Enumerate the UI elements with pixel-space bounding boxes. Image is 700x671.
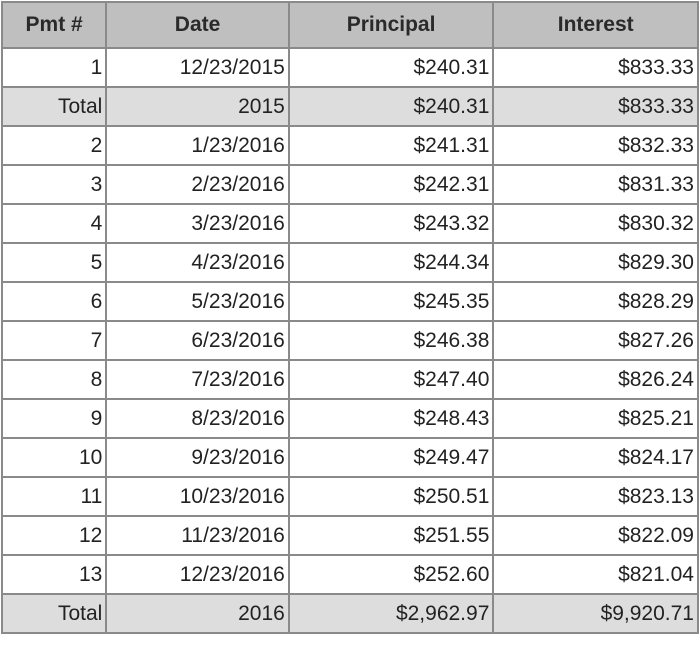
table-row: 12 11/23/2016 $251.55 $822.09 (0, 515, 699, 556)
cell-principal: $242.31 (287, 164, 495, 205)
amortization-table: Pmt # Date Principal Interest 1 12/23/20… (0, 1, 699, 634)
cell-pmt-number: 9 (0, 398, 108, 439)
cell-interest: $830.32 (492, 203, 699, 244)
table-row: 13 12/23/2016 $252.60 $821.04 (0, 554, 699, 595)
cell-date: 11/23/2016 (105, 515, 290, 556)
cell-date: 5/23/2016 (105, 281, 290, 322)
cell-principal: $240.31 (287, 47, 495, 88)
cell-pmt-number: 8 (0, 359, 108, 400)
cell-date: 4/23/2016 (105, 242, 290, 283)
cell-pmt-number: 7 (0, 320, 108, 361)
header-pmt-number: Pmt # (0, 1, 108, 49)
cell-date: 7/23/2016 (105, 359, 290, 400)
cell-date: 8/23/2016 (105, 398, 290, 439)
cell-date: 12/23/2016 (105, 554, 290, 595)
cell-interest: $833.33 (492, 47, 699, 88)
cell-interest: $833.33 (492, 86, 699, 127)
cell-principal: $247.40 (287, 359, 495, 400)
cell-interest: $822.09 (492, 515, 699, 556)
header-principal: Principal (287, 1, 495, 49)
table-header: Pmt # Date Principal Interest (0, 1, 699, 49)
cell-principal: $251.55 (287, 515, 495, 556)
cell-pmt-number: 6 (0, 281, 108, 322)
cell-date: 9/23/2016 (105, 437, 290, 478)
table-row: 3 2/23/2016 $242.31 $831.33 (0, 164, 699, 205)
table-row: 11 10/23/2016 $250.51 $823.13 (0, 476, 699, 517)
cell-interest: $832.33 (492, 125, 699, 166)
table-row: 5 4/23/2016 $244.34 $829.30 (0, 242, 699, 283)
table-row: 9 8/23/2016 $248.43 $825.21 (0, 398, 699, 439)
cell-interest: $828.29 (492, 281, 699, 322)
cell-pmt-number: 5 (0, 242, 108, 283)
table-row: 4 3/23/2016 $243.32 $830.32 (0, 203, 699, 244)
table-row: 6 5/23/2016 $245.35 $828.29 (0, 281, 699, 322)
cell-date: 1/23/2016 (105, 125, 290, 166)
cell-interest: $825.21 (492, 398, 699, 439)
cell-principal: $243.32 (287, 203, 495, 244)
cell-principal: $252.60 (287, 554, 495, 595)
cell-pmt-number: 3 (0, 164, 108, 205)
cell-date: 3/23/2016 (105, 203, 290, 244)
cell-pmt-number: 10 (0, 437, 108, 478)
header-date: Date (105, 1, 290, 49)
cell-pmt-number: 4 (0, 203, 108, 244)
cell-interest: $826.24 (492, 359, 699, 400)
cell-pmt-number: 2 (0, 125, 108, 166)
cell-interest: $827.26 (492, 320, 699, 361)
cell-date: 2015 (105, 86, 290, 127)
cell-principal: $241.31 (287, 125, 495, 166)
cell-interest: $9,920.71 (492, 593, 699, 634)
header-row: Pmt # Date Principal Interest (0, 1, 699, 49)
table-body: 1 12/23/2015 $240.31 $833.33 Total 2015 … (0, 47, 699, 634)
table-row: 1 12/23/2015 $240.31 $833.33 (0, 47, 699, 88)
cell-principal: $245.35 (287, 281, 495, 322)
cell-interest: $824.17 (492, 437, 699, 478)
cell-date: 12/23/2015 (105, 47, 290, 88)
cell-principal: $249.47 (287, 437, 495, 478)
cell-date: 2016 (105, 593, 290, 634)
cell-principal: $240.31 (287, 86, 495, 127)
total-row: Total 2016 $2,962.97 $9,920.71 (0, 593, 699, 634)
cell-principal: $248.43 (287, 398, 495, 439)
total-row: Total 2015 $240.31 $833.33 (0, 86, 699, 127)
cell-date: 10/23/2016 (105, 476, 290, 517)
cell-principal: $2,962.97 (287, 593, 495, 634)
cell-interest: $823.13 (492, 476, 699, 517)
cell-interest: $829.30 (492, 242, 699, 283)
cell-pmt-number: Total (0, 86, 108, 127)
cell-date: 2/23/2016 (105, 164, 290, 205)
cell-pmt-number: 13 (0, 554, 108, 595)
table-row: 10 9/23/2016 $249.47 $824.17 (0, 437, 699, 478)
cell-principal: $244.34 (287, 242, 495, 283)
cell-interest: $821.04 (492, 554, 699, 595)
table-row: 7 6/23/2016 $246.38 $827.26 (0, 320, 699, 361)
table-row: 2 1/23/2016 $241.31 $832.33 (0, 125, 699, 166)
cell-pmt-number: 11 (0, 476, 108, 517)
header-interest: Interest (492, 1, 699, 49)
cell-pmt-number: Total (0, 593, 108, 634)
cell-pmt-number: 12 (0, 515, 108, 556)
cell-pmt-number: 1 (0, 47, 108, 88)
cell-interest: $831.33 (492, 164, 699, 205)
cell-principal: $250.51 (287, 476, 495, 517)
cell-principal: $246.38 (287, 320, 495, 361)
table-row: 8 7/23/2016 $247.40 $826.24 (0, 359, 699, 400)
cell-date: 6/23/2016 (105, 320, 290, 361)
